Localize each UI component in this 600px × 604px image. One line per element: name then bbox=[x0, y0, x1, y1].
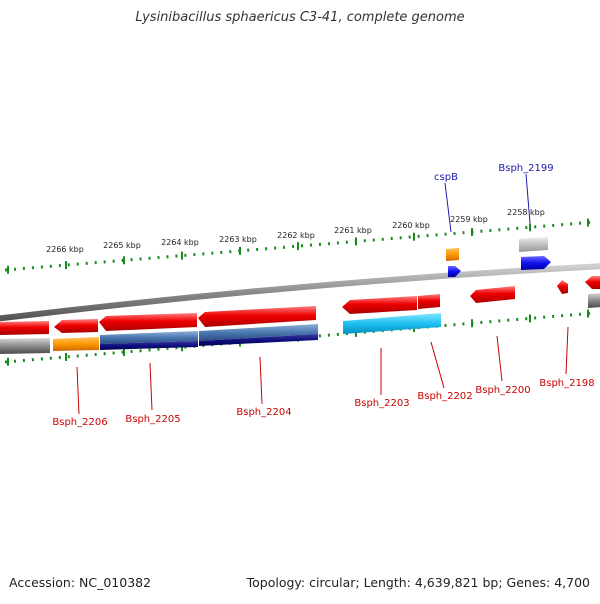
outer-tick-track bbox=[4, 220, 596, 272]
feature-steel-2204[interactable] bbox=[199, 324, 318, 341]
genome-backbone bbox=[0, 263, 600, 322]
gene-label-2206[interactable]: Bsph_2206 bbox=[52, 417, 107, 428]
gene-arrow-2204[interactable] bbox=[198, 306, 316, 327]
gene-label-2203[interactable]: Bsph_2203 bbox=[354, 398, 409, 409]
gene-label-2198[interactable]: Bsph_2198 bbox=[539, 378, 594, 389]
tick-label: 2260 kbp bbox=[392, 221, 430, 230]
tick-label: 2259 kbp bbox=[450, 215, 488, 224]
gene-arrow-2200[interactable] bbox=[470, 286, 515, 303]
feature-grey-left[interactable] bbox=[0, 338, 50, 354]
tick-label: 2262 kbp bbox=[277, 231, 315, 240]
gene-arrow-2202[interactable] bbox=[418, 294, 440, 309]
gene-arrow-2205b[interactable] bbox=[99, 313, 197, 331]
genome-title: Lysinibacillus sphaericus C3-41, complet… bbox=[135, 10, 465, 25]
tick-label: 2264 kbp bbox=[161, 238, 199, 247]
tick-label: 2258 kbp bbox=[507, 208, 545, 217]
gene-arrow-right-edge[interactable] bbox=[585, 276, 600, 289]
gene-feature-grey-top[interactable] bbox=[519, 237, 548, 252]
gene-label-2205[interactable]: Bsph_2205 bbox=[125, 414, 180, 425]
gene-label-cspB[interactable]: cspB bbox=[434, 172, 458, 183]
tick-label: 2265 kbp bbox=[103, 241, 141, 250]
gene-feature-cspB-orange[interactable] bbox=[446, 248, 459, 261]
tick-labels: 2266 kbp 2265 kbp 2264 kbp 2263 kbp 2262… bbox=[46, 208, 545, 254]
feature-cyan-2203[interactable] bbox=[343, 313, 441, 334]
feature-navy-2205[interactable] bbox=[100, 341, 198, 350]
feature-navy-2204[interactable] bbox=[199, 334, 318, 346]
gene-arrow-2206[interactable] bbox=[0, 321, 49, 335]
gene-arrow-2203[interactable] bbox=[342, 296, 417, 314]
feature-grey-right[interactable] bbox=[588, 293, 600, 308]
genome-summary-text: Topology: circular; Length: 4,639,821 bp… bbox=[246, 575, 590, 590]
leader-lines bbox=[76, 173, 569, 415]
accession-text: Accession: NC_010382 bbox=[9, 575, 152, 590]
gene-arrow-2205a[interactable] bbox=[54, 319, 98, 333]
tick-label: 2263 kbp bbox=[219, 235, 257, 244]
gene-feature-2199-blue[interactable] bbox=[521, 256, 551, 270]
gene-arrow-2198[interactable] bbox=[557, 280, 568, 294]
tick-label: 2266 kbp bbox=[46, 245, 84, 254]
gene-feature-cspB-blue[interactable] bbox=[448, 266, 461, 277]
feature-orange-2206[interactable] bbox=[53, 337, 99, 351]
feature-steel-2205[interactable] bbox=[100, 331, 198, 344]
gene-label-2200[interactable]: Bsph_2200 bbox=[475, 385, 530, 396]
gene-label-2202[interactable]: Bsph_2202 bbox=[417, 391, 472, 402]
gene-label-2199[interactable]: Bsph_2199 bbox=[498, 163, 553, 174]
gene-label-2204[interactable]: Bsph_2204 bbox=[236, 407, 291, 418]
tick-label: 2261 kbp bbox=[334, 226, 372, 235]
